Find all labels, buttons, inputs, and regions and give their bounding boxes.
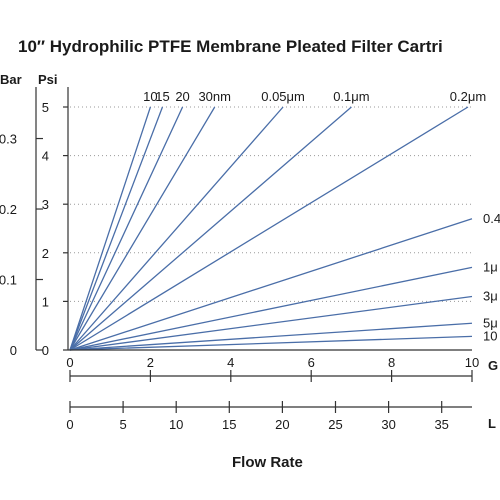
- series-line: [69, 106, 469, 351]
- lpm-tick-label: 20: [275, 417, 289, 432]
- gpm-tick-label: 0: [66, 355, 73, 370]
- series-line: [69, 322, 473, 351]
- gpm-unit-label: G: [488, 358, 498, 373]
- bar-unit-label: Bar: [0, 72, 22, 87]
- bar-tick-label: 0: [10, 343, 17, 358]
- psi-tick-label: 0: [42, 343, 49, 358]
- series-line: [69, 106, 152, 351]
- lpm-unit-label: L: [488, 416, 496, 431]
- series-line: [69, 106, 184, 351]
- psi-tick-label: 1: [42, 294, 49, 309]
- lpm-tick-label: 0: [66, 417, 73, 432]
- series-line: [69, 218, 473, 351]
- lpm-tick-label: 10: [169, 417, 183, 432]
- series-label: 5μ: [483, 315, 498, 330]
- lpm-tick-label: 35: [434, 417, 448, 432]
- gpm-tick-label: 6: [308, 355, 315, 370]
- series-label: 0.05μm: [261, 89, 305, 104]
- series-line: [69, 106, 284, 351]
- series-label: 20: [175, 89, 189, 104]
- series-label: 3μ: [483, 289, 498, 304]
- bar-tick-label: 0.3: [0, 132, 17, 147]
- series-label: 30nm: [198, 89, 231, 104]
- grid-layer: [70, 106, 472, 302]
- psi-tick-label: 3: [42, 197, 49, 212]
- psi-tick-label: 4: [42, 149, 49, 164]
- psi-unit-label: Psi: [38, 72, 58, 87]
- series-label: 0.2μm: [450, 89, 486, 104]
- series-layer: [69, 106, 473, 351]
- series-line: [69, 106, 216, 351]
- psi-tick-label: 5: [42, 100, 49, 115]
- series-line: [69, 335, 473, 351]
- lpm-tick-label: 30: [381, 417, 395, 432]
- lpm-tick-label: 15: [222, 417, 236, 432]
- series-label: 10: [483, 328, 497, 343]
- series-label: 0.4: [483, 211, 500, 226]
- series-label: 0.1μm: [333, 89, 369, 104]
- series-label: 1μ: [483, 259, 498, 274]
- tick-layer: [36, 106, 473, 413]
- psi-tick-label: 2: [42, 246, 49, 261]
- x-axis-title: Flow Rate: [232, 454, 303, 471]
- gpm-tick-label: 4: [227, 355, 234, 370]
- lpm-tick-label: 25: [328, 417, 342, 432]
- bar-tick-label: 0.2: [0, 202, 17, 217]
- gpm-tick-label: 8: [388, 355, 395, 370]
- series-line: [69, 106, 164, 351]
- series-label: 15: [155, 89, 169, 104]
- lpm-tick-label: 5: [119, 417, 126, 432]
- bar-tick-label: 0.1: [0, 273, 17, 288]
- gpm-tick-label: 2: [147, 355, 154, 370]
- series-label: 10: [143, 89, 157, 104]
- series-line: [69, 266, 473, 351]
- gpm-tick-label: 10: [465, 355, 479, 370]
- series-line: [69, 295, 473, 351]
- chart-title: 10″ Hydrophilic PTFE Membrane Pleated Fi…: [18, 37, 443, 56]
- series-line: [69, 106, 352, 351]
